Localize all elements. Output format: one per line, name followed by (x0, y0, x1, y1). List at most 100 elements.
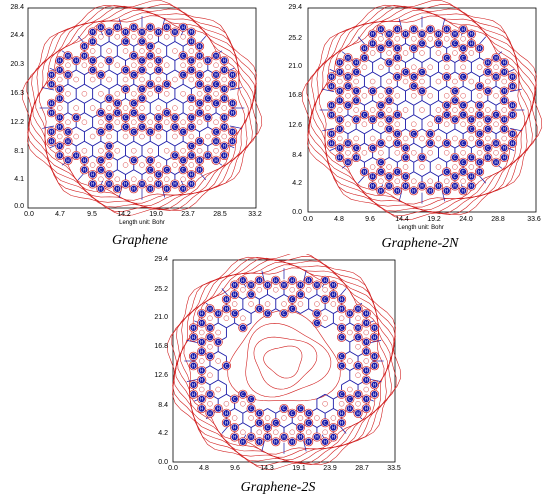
atom-marker: H (425, 186, 435, 196)
atom-marker: C (384, 57, 394, 68)
atom-marker: H (71, 150, 81, 161)
bond-path (209, 365, 219, 371)
atom-marker: H (197, 337, 207, 347)
svg-text:H: H (470, 174, 473, 180)
ring-critical-contour (460, 150, 466, 156)
svg-text:C: C (149, 158, 152, 164)
atom-marker: C (153, 55, 164, 66)
svg-text:C: C (340, 335, 343, 341)
svg-text:H: H (429, 27, 432, 33)
svg-text:H: H (503, 89, 506, 95)
x-tick: 9.5 (87, 211, 97, 218)
atom-marker: H (46, 79, 57, 89)
density-contour (174, 259, 394, 463)
bond-path (454, 128, 464, 135)
svg-text:H: H (356, 306, 359, 312)
svg-text:H: H (132, 25, 135, 31)
ring-critical-contour (180, 148, 186, 154)
ring-critical-contour (394, 36, 401, 42)
svg-text:C: C (404, 70, 407, 76)
svg-text:H: H (340, 420, 343, 426)
ring-critical-contour (73, 133, 79, 140)
svg-text:H: H (181, 186, 184, 192)
svg-text:H: H (173, 30, 176, 36)
atom-marker: H (96, 184, 106, 194)
bond-path (471, 71, 480, 78)
svg-text:C: C (470, 155, 473, 161)
svg-text:H: H (233, 435, 236, 441)
svg-text:H: H (233, 425, 236, 431)
atom-marker: C (466, 152, 476, 163)
atom-marker: C (376, 167, 386, 177)
svg-text:C: C (217, 340, 220, 346)
atom-marker: C (442, 167, 452, 177)
ring-critical-contour (163, 91, 170, 97)
svg-text:C: C (241, 325, 244, 331)
atom-marker: H (227, 98, 238, 108)
density-contour (21, 0, 263, 216)
atom-marker: H (409, 24, 419, 34)
atom-marker: C (400, 171, 411, 182)
ring-critical-contour (411, 93, 417, 99)
bond-path (108, 83, 118, 90)
svg-text:H: H (173, 182, 176, 188)
atom-marker: C (320, 418, 330, 428)
ring-critical-contour (361, 64, 368, 70)
svg-text:H: H (511, 131, 514, 137)
svg-text:C: C (206, 96, 209, 102)
atom-marker: H (112, 22, 122, 32)
atom-marker: H (186, 36, 196, 47)
bond-path (509, 128, 522, 132)
svg-text:H: H (66, 53, 69, 59)
ring-critical-contour (163, 176, 170, 182)
atom-marker: C (145, 155, 155, 165)
ring-critical-contour (394, 178, 401, 184)
atom-marker: C (417, 152, 427, 163)
svg-text:H: H (282, 283, 285, 289)
svg-text:C: C (355, 146, 358, 152)
atom-marker: H (188, 361, 199, 371)
svg-text:C: C (437, 117, 440, 123)
bond-path (67, 83, 77, 90)
bond-path (92, 98, 102, 104)
ring-critical-contour (106, 48, 112, 54)
svg-text:H: H (332, 292, 335, 298)
ring-critical-contour (281, 415, 287, 421)
bond-path (487, 100, 497, 106)
svg-text:H: H (200, 321, 203, 327)
atom-marker: H (359, 167, 369, 177)
svg-text:C: C (173, 115, 176, 121)
atom-marker: H (205, 389, 215, 399)
ring-critical-contour (435, 135, 442, 142)
atom-marker: C (96, 108, 106, 118)
svg-text:C: C (182, 129, 185, 135)
bond-path (217, 379, 227, 386)
atom-marker: C (170, 122, 180, 132)
ring-critical-contour (493, 93, 499, 99)
svg-text:H: H (216, 311, 219, 317)
svg-text:H: H (470, 32, 473, 38)
ring-critical-contour (122, 105, 129, 111)
y-tick: 16.3 (10, 90, 24, 97)
svg-text:H: H (332, 425, 335, 431)
bond-path (355, 128, 365, 135)
atom-marker: C (442, 138, 452, 148)
atom-marker: C (483, 143, 493, 153)
ring-critical-contour (147, 176, 153, 182)
atom-marker: C (312, 318, 322, 328)
svg-text:H: H (291, 278, 294, 284)
ring-critical-contour (322, 429, 328, 435)
x-tick: 33.6 (527, 216, 541, 223)
svg-text:H: H (124, 182, 127, 188)
atom-marker: H (88, 36, 98, 47)
svg-text:C: C (140, 39, 143, 45)
ring-critical-contour (196, 62, 203, 68)
ring-critical-contour (394, 150, 401, 156)
ring-critical-contour (460, 178, 466, 184)
bond-path (84, 140, 93, 147)
svg-text:C: C (165, 167, 168, 173)
atom-marker: C (145, 79, 155, 89)
svg-text:C: C (149, 44, 152, 50)
atom-marker: H (219, 93, 229, 104)
atom-marker: H (79, 41, 89, 51)
